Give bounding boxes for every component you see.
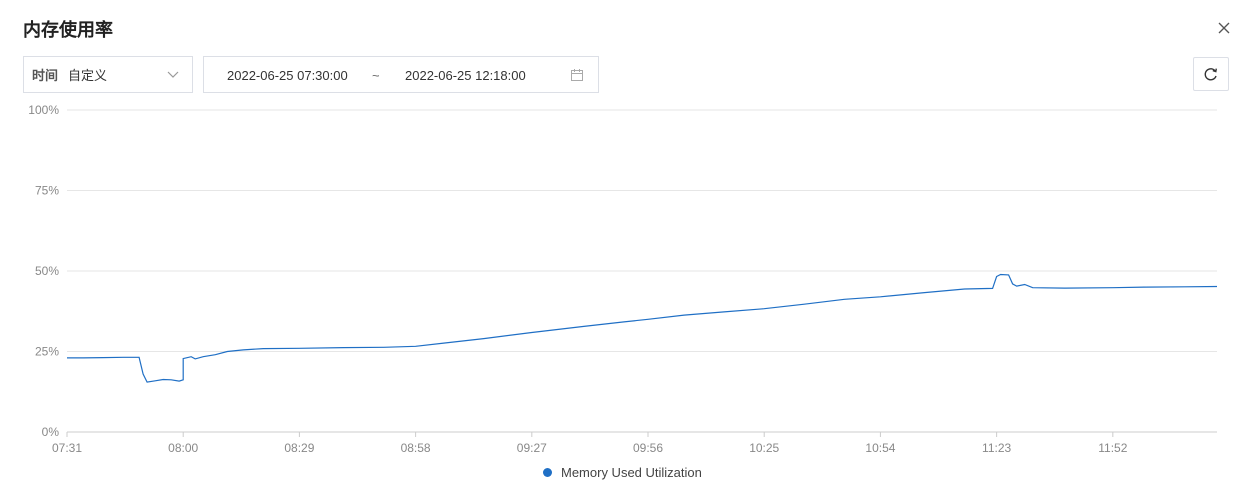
x-tick-label: 09:56 [633,441,663,455]
date-range-picker[interactable]: 2022-06-25 07:30:00 ~ 2022-06-25 12:18:0… [203,56,599,93]
range-start-input[interactable]: 2022-06-25 07:30:00 [227,68,348,83]
x-tick-label: 10:54 [865,441,895,455]
chart-legend[interactable]: Memory Used Utilization [543,465,702,480]
y-tick-label: 0% [42,425,60,439]
y-tick-label: 75% [35,184,59,198]
x-tick-label: 09:27 [517,441,547,455]
y-tick-label: 25% [35,345,59,359]
time-select-value: 自定义 [68,68,108,83]
memory-usage-chart: 0% 25% 50% 75% 100% 07:31 08:00 08:29 08:58 09:27… [28,103,1218,455]
chevron-down-icon [167,71,179,78]
time-range-select[interactable]: 时间 自定义 [23,56,193,93]
close-button[interactable] [1212,16,1236,40]
x-tick-label: 08:00 [168,441,198,455]
y-tick-label: 50% [35,264,59,278]
time-label: 时间 [32,68,59,83]
page-title: 内存使用率 [23,20,113,40]
close-icon [1218,22,1230,34]
legend-marker [543,468,552,477]
refresh-icon [1204,68,1217,81]
range-separator: ~ [372,68,380,83]
x-tick-label: 08:58 [401,441,431,455]
range-end-input[interactable]: 2022-06-25 12:18:00 [405,68,526,83]
calendar-icon [571,69,583,81]
y-tick-label: 100% [28,103,59,117]
x-tick-label: 08:29 [284,441,314,455]
x-tick-label: 10:25 [749,441,779,455]
refresh-button[interactable] [1193,57,1229,91]
series-line-memory-used-utilization [67,273,1218,383]
x-tick-label: 07:31 [52,441,82,455]
x-tick-label: 11:52 [1098,441,1127,455]
x-tick-label: 11:23 [982,441,1011,455]
legend-label: Memory Used Utilization [561,465,702,480]
